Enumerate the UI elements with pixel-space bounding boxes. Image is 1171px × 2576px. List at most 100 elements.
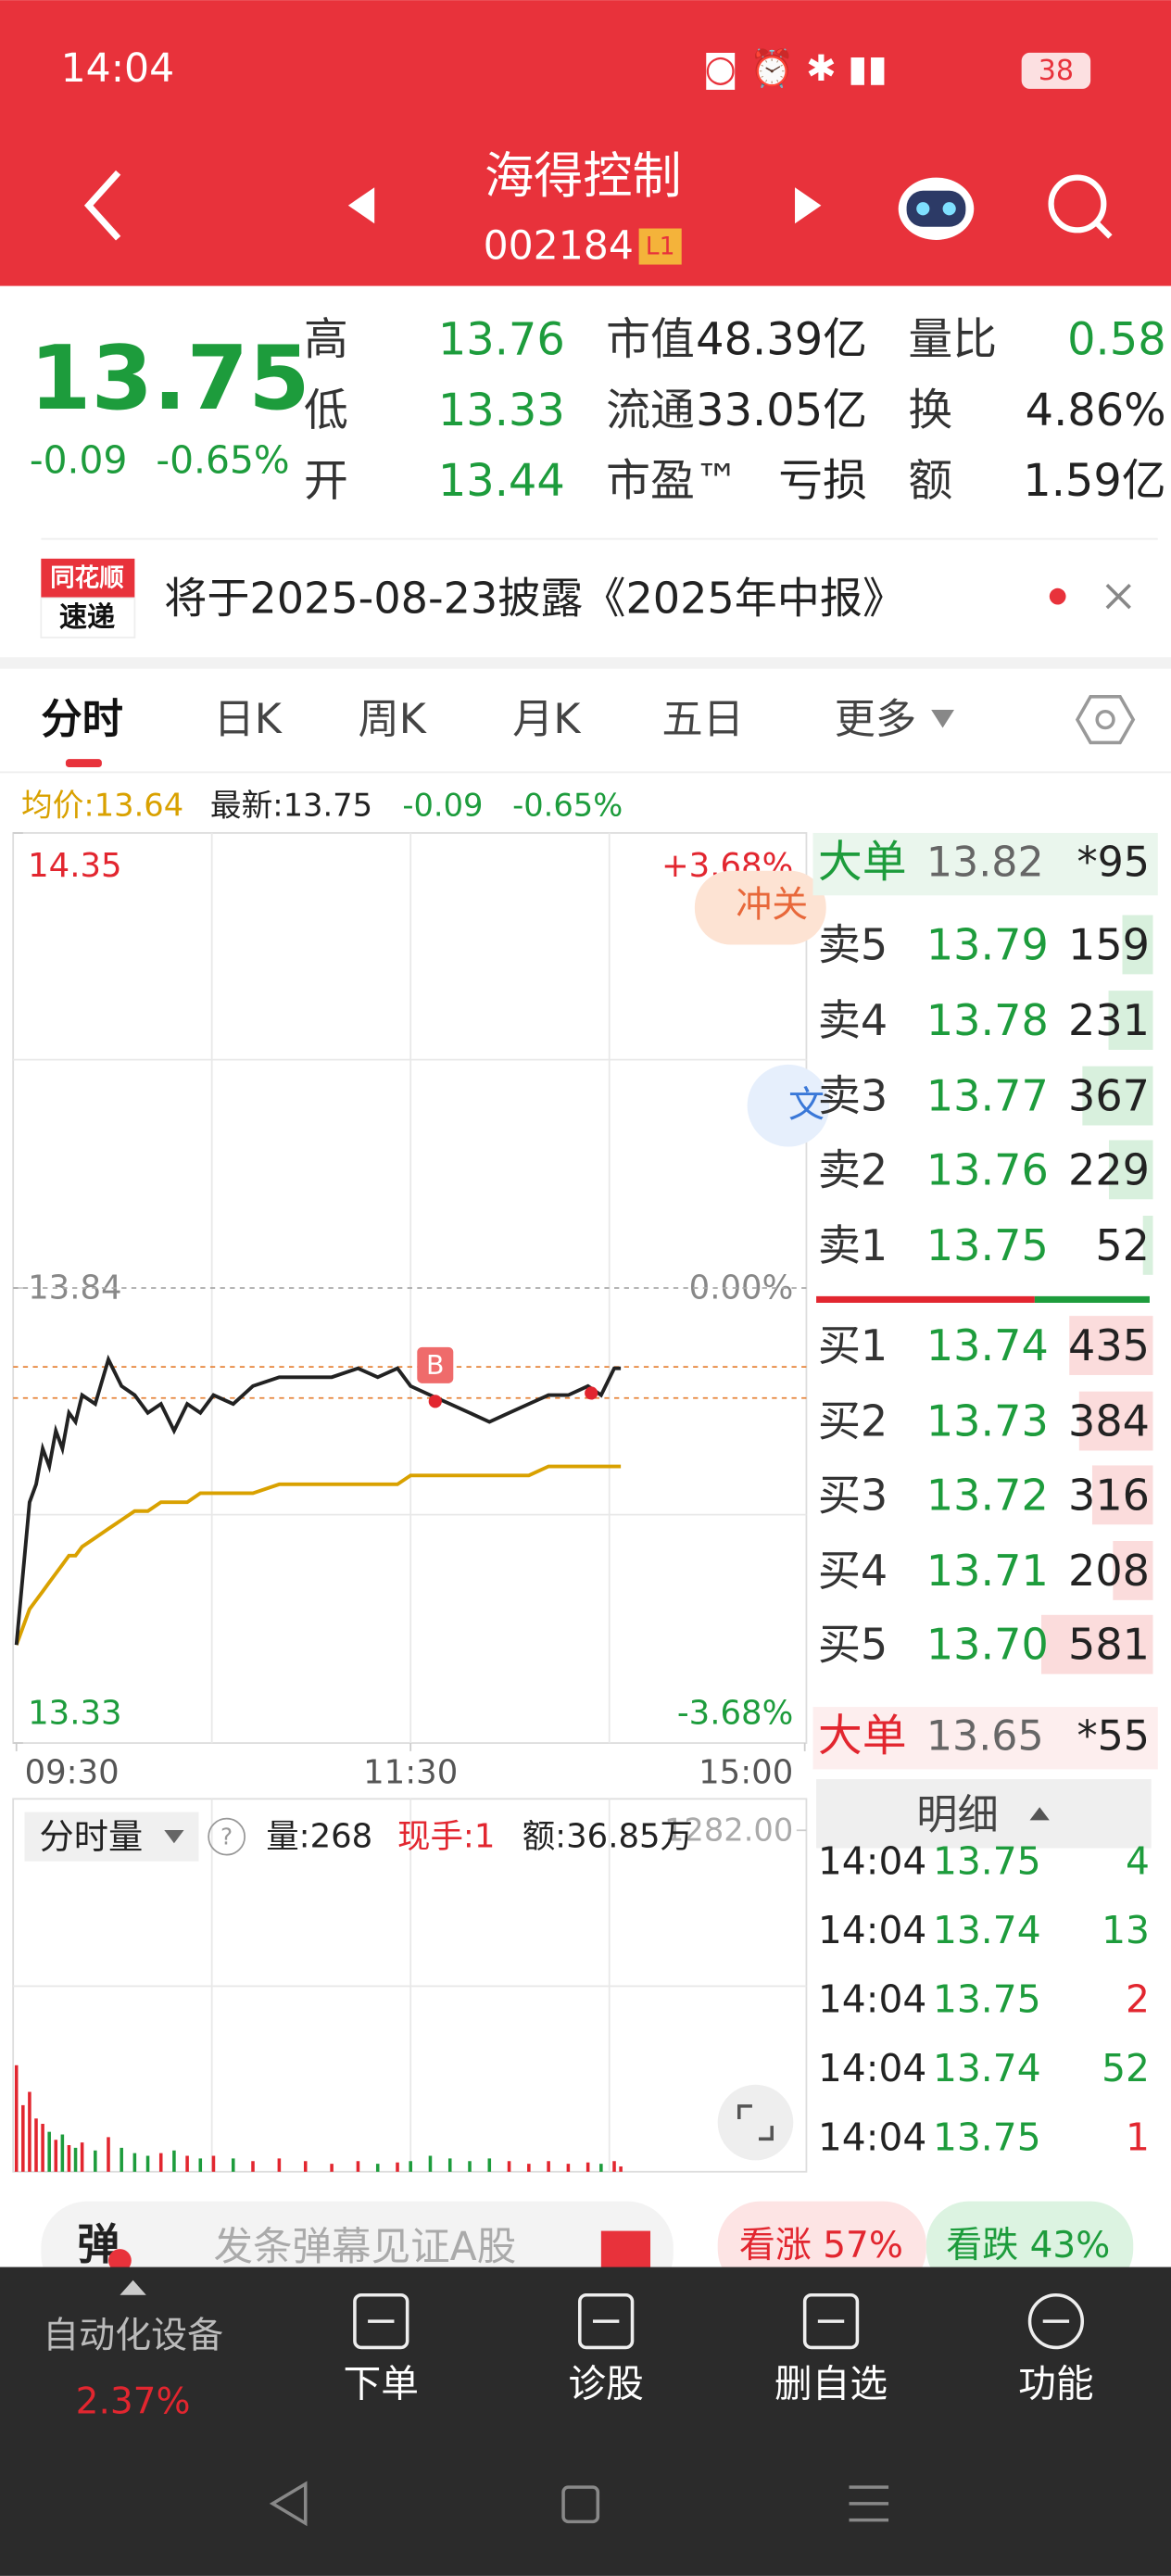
level-label: 买1 (818, 1320, 888, 1370)
volume-stat: 额:36.85万 (523, 1818, 693, 1856)
trade-price: 13.75 (933, 2115, 1041, 2160)
volume-bar (107, 2137, 110, 2172)
barrage-dot (108, 2249, 132, 2272)
close-news[interactable] (1105, 583, 1131, 610)
clock: 14:04 (61, 46, 175, 92)
level-volume: 159 (1068, 919, 1150, 969)
nav-icon[interactable] (578, 2292, 635, 2350)
sys-menu[interactable] (849, 2485, 889, 2522)
tab[interactable]: 周K (358, 696, 426, 743)
news-text[interactable]: 将于2025-08-23披露《2025年中报》 (164, 573, 905, 623)
trade-volume: 52 (1102, 2046, 1150, 2090)
trade-dot (585, 1386, 598, 1400)
level-volume: 229 (1068, 1144, 1150, 1194)
depth-bar (1082, 1066, 1153, 1126)
x-tick-label: 11:30 (363, 1753, 458, 1791)
search-button[interactable] (1048, 174, 1113, 239)
level-volume: 384 (1068, 1396, 1150, 1446)
dropdown (164, 1830, 184, 1844)
sector[interactable]: 自动化设备 (43, 2316, 223, 2357)
stat-value: 4.86% (1026, 385, 1166, 436)
depth-bar (1091, 1465, 1153, 1525)
level-volume: 435 (1068, 1320, 1150, 1370)
details-title: 明细 (916, 1792, 999, 1839)
level-price: 13.76 (926, 1144, 1049, 1194)
depth-bar (1113, 1541, 1153, 1600)
unread-dot (1049, 587, 1066, 605)
header-bg (0, 0, 1171, 286)
details-header[interactable] (816, 1779, 1152, 1849)
stat-value: 13.76 (438, 315, 565, 366)
stock-code: 002184 (484, 224, 634, 270)
level-price: 13.77 (926, 1071, 1049, 1121)
volume-bar (251, 2161, 255, 2172)
level-label: 卖5 (818, 919, 888, 969)
nav-label[interactable]: 诊股 (568, 2361, 644, 2406)
nav-label[interactable]: 功能 (1018, 2361, 1094, 2406)
change: -0.09 (30, 438, 127, 483)
back-button[interactable] (83, 170, 121, 241)
level-label: 买3 (818, 1470, 888, 1520)
nav-icon[interactable] (1027, 2292, 1085, 2350)
volume-bar (356, 2161, 360, 2172)
big-order-price: 13.82 (926, 839, 1044, 886)
trade-volume: 2 (1126, 1977, 1150, 2022)
level-label: 买2 (818, 1396, 888, 1446)
big-order-price: 13.65 (926, 1712, 1044, 1760)
depth-bar (1108, 1140, 1153, 1200)
tab[interactable]: 日K (213, 696, 282, 743)
news-badge-top: 同花顺 (50, 564, 124, 593)
barrage-placeholder: 发条弹幕见证A股 (213, 2225, 516, 2270)
level-label: 卖4 (818, 995, 888, 1045)
volume-bar (409, 2161, 412, 2172)
news-badge-lower (40, 597, 136, 638)
volume-bar (145, 2155, 150, 2172)
nav-icon[interactable] (802, 2292, 860, 2350)
tab[interactable]: 更多 (835, 696, 917, 743)
tab[interactable]: 分时 (41, 696, 123, 743)
stat-value: 1.59亿 (1023, 456, 1165, 507)
news-badge (41, 558, 135, 599)
trade-marker[interactable] (417, 1346, 454, 1383)
badge-pill[interactable] (747, 1064, 830, 1147)
trade-dot (428, 1395, 442, 1408)
gift[interactable] (600, 2230, 651, 2274)
settings[interactable] (1075, 695, 1136, 745)
price: 13.75 (30, 326, 310, 430)
volume-bar (67, 2145, 71, 2172)
tab[interactable]: 月K (512, 696, 581, 743)
level-price: 13.74 (926, 1320, 1049, 1370)
stat-label: 市盈™ (606, 456, 739, 507)
split-green (1034, 1295, 1150, 1303)
volume-bar (507, 2161, 511, 2172)
volume-bar (120, 2147, 123, 2172)
stat-value: 13.33 (438, 385, 565, 436)
stat-label: 市值 (606, 315, 695, 366)
nav-icon[interactable] (353, 2292, 409, 2350)
volume-grid (13, 1799, 807, 2172)
tabs: 分时 日K 周K 月K 五日 更多 (41, 696, 954, 743)
badge-pill[interactable] (694, 870, 826, 945)
next-stock[interactable] (795, 187, 822, 224)
help[interactable] (208, 1817, 246, 1856)
sys-back[interactable] (269, 2481, 308, 2527)
volume-bar (80, 2142, 84, 2172)
level-price: 13.73 (926, 1396, 1049, 1446)
volume-bar (73, 2147, 78, 2172)
level-volume: 581 (1068, 1620, 1150, 1670)
prev-stock[interactable] (347, 187, 375, 224)
assistant-button[interactable] (898, 177, 975, 240)
tab[interactable]: 五日 (661, 696, 744, 743)
depth-bar (1040, 1614, 1153, 1674)
nav-label[interactable]: 下单 (344, 2361, 420, 2406)
sys-home[interactable] (561, 2485, 600, 2524)
y-tick-label: 14.35 (28, 847, 121, 885)
volume-bar (586, 2162, 590, 2172)
depth-bar (1078, 1391, 1153, 1451)
volume-bar (619, 2166, 623, 2172)
nav-label[interactable]: 删自选 (774, 2361, 888, 2406)
trade-time: 14:04 (818, 2115, 926, 2160)
expand[interactable] (717, 2084, 794, 2161)
